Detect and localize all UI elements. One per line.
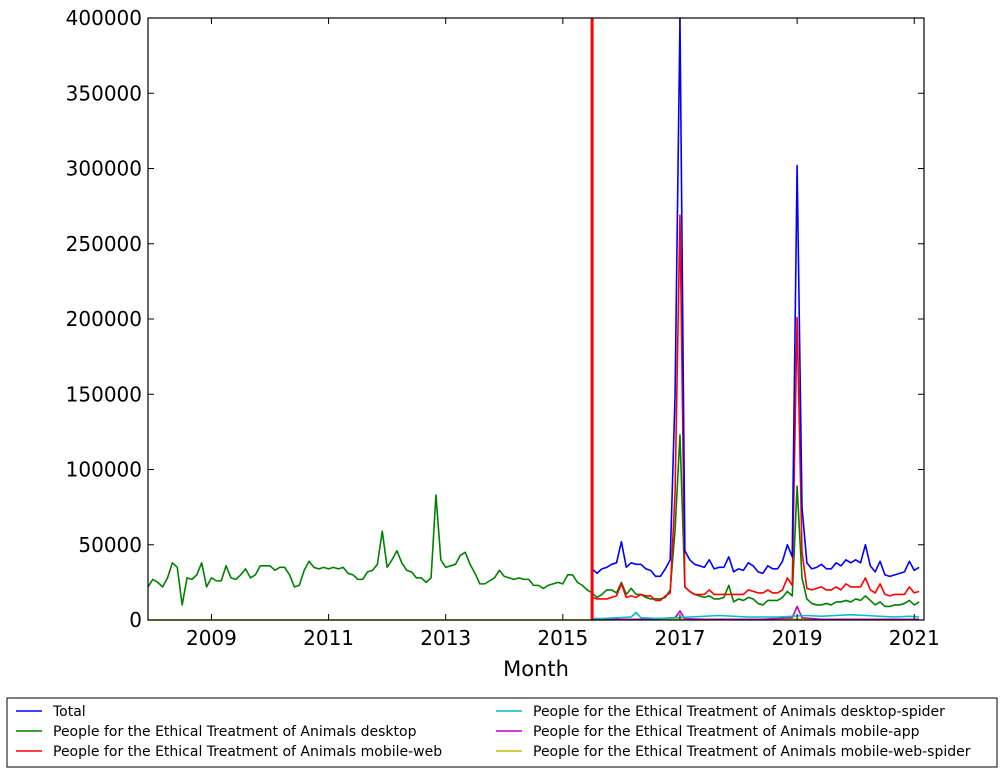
x-tick-label: 2021	[889, 626, 940, 650]
legend-label: Total	[52, 704, 86, 720]
legend-label: People for the Ethical Treatment of Anim…	[53, 724, 417, 740]
series-line-people-for-the-ethical-treatment-of-animals-desktop	[147, 434, 920, 608]
y-tick-label: 350000	[66, 81, 142, 105]
y-tick-label: 0	[129, 608, 142, 632]
legend-label: People for the Ethical Treatment of Anim…	[533, 724, 920, 740]
legend-label: People for the Ethical Treatment of Anim…	[53, 744, 442, 760]
y-axis: 0 50000 100000 150000 200000 250000 300000 3500…	[66, 6, 924, 632]
x-tick-label: 2015	[537, 626, 588, 650]
series-line-people-for-the-ethical-treatment-of-animals-desktop-spider	[592, 611, 920, 620]
x-tick-label: 2017	[655, 626, 706, 650]
x-axis-title: Month	[503, 657, 569, 681]
y-tick-label: 300000	[66, 157, 142, 181]
legend: Total People for the Ethical Treatment of…	[16, 704, 971, 760]
series-line-people-for-the-ethical-treatment-of-animals-mobile-web	[591, 214, 920, 602]
y-tick-label: 250000	[66, 232, 142, 256]
y-tick-label: 400000	[66, 6, 142, 30]
legend-label: People for the Ethical Treatment of Anim…	[533, 744, 971, 760]
x-axis: 2009 2011 2013 2015 2017 2019 2021	[186, 18, 940, 650]
x-tick-label: 2009	[186, 626, 237, 650]
legend-label: People for the Ethical Treatment of Anim…	[533, 704, 945, 720]
series-line-total	[591, 17, 920, 578]
y-tick-label: 150000	[66, 382, 142, 406]
x-tick-label: 2011	[303, 626, 354, 650]
x-tick-label: 2013	[420, 626, 471, 650]
y-tick-label: 200000	[66, 307, 142, 331]
x-tick-label: 2019	[772, 626, 823, 650]
legend-box	[6, 697, 998, 768]
plot-area	[148, 18, 924, 620]
y-tick-label: 50000	[78, 533, 142, 557]
y-tick-label: 100000	[66, 458, 142, 482]
